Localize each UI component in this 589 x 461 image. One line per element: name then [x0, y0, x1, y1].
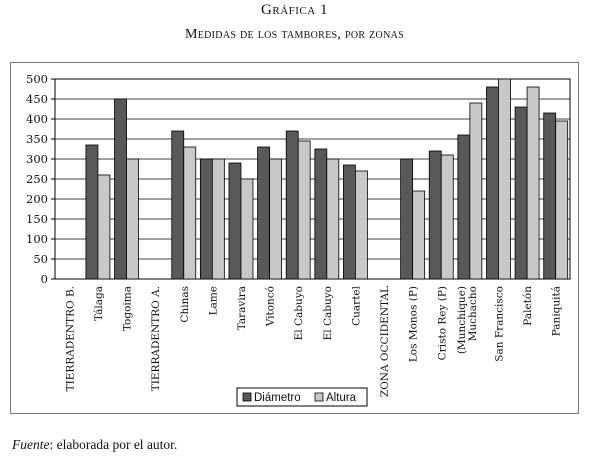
x-tick-label: Chinas	[179, 286, 191, 323]
bar-altura	[555, 120, 569, 280]
bar-diametro	[85, 144, 99, 280]
bar-diametro	[171, 130, 185, 280]
bar-altura	[297, 140, 311, 280]
x-tick-label: (Munchique)	[456, 286, 468, 354]
bar-altura	[97, 174, 111, 280]
source-text: : elaborada por el autor.	[49, 437, 178, 452]
legend-label-altura: Altura	[326, 392, 357, 404]
bar-altura	[240, 178, 254, 280]
bar-diametro	[199, 158, 213, 280]
chart-frame: 0 50 100 150 200 250 300 350 400 450 500 TIERRADENT…	[10, 62, 579, 414]
bar-altura	[355, 170, 368, 280]
bar-diametro	[285, 130, 299, 280]
bar-diametro	[228, 162, 242, 280]
y-tick-label: 300	[26, 152, 48, 166]
x-tick-label: Togoima	[122, 286, 134, 331]
bar-altura	[211, 158, 225, 280]
bar-diametro	[457, 134, 471, 280]
bar-altura	[498, 78, 511, 280]
bar-altura	[469, 102, 483, 280]
x-tick-label: TIERRADENTRO A.	[150, 286, 162, 391]
x-tick-label: Cristo Rey (P)	[436, 286, 448, 360]
legend-box	[236, 387, 368, 407]
y-tick-label: 250	[26, 172, 48, 186]
bar-diametro	[343, 164, 356, 280]
x-tick-label: El Cabuyo	[322, 286, 334, 340]
bar-diametro	[486, 86, 499, 280]
chart-figure-title: Gráfica 1	[261, 2, 328, 18]
x-tick-label: Muchacho	[467, 286, 479, 341]
y-tick-label: 50	[33, 252, 48, 266]
x-tick-label: TIERRADENTRO B.	[64, 286, 76, 391]
x-tick-label: Los Monos (P)	[408, 286, 420, 362]
y-tick-label: 100	[26, 232, 48, 246]
bar-altura	[412, 190, 426, 280]
legend-swatch-altura	[314, 392, 324, 402]
bar-diametro	[400, 158, 414, 280]
y-tick-label: 0	[41, 272, 48, 286]
bar-altura	[526, 86, 540, 280]
bar-altura	[126, 158, 139, 280]
legend-swatch-diametro	[242, 392, 252, 402]
x-tick-label: El Cabuyo	[293, 286, 305, 340]
x-tick-label: San Francisco	[493, 286, 505, 362]
chart-subtitle: Medidas de los tambores, por zonas	[185, 27, 404, 42]
source-note: Fuente: elaborada por el autor.	[12, 437, 177, 453]
bar-chart: 0 50 100 150 200 250 300 350 400 450 500 TIERRADENT…	[26, 72, 571, 407]
y-tick-label: 450	[26, 92, 48, 106]
bar-diametro	[257, 146, 270, 280]
bar-diametro	[428, 150, 442, 280]
x-tick-label: Paniquitá	[551, 286, 563, 336]
bar-diametro	[514, 106, 528, 280]
bar-altura	[326, 158, 340, 280]
x-tick-label: ZONA OCCIDENTAL	[379, 286, 391, 397]
bar-altura	[440, 154, 454, 280]
x-tick-label: Paletón	[522, 286, 534, 326]
y-tick-label: 200	[26, 192, 48, 206]
bar-altura	[269, 158, 282, 280]
x-tick-label: Cuartel	[350, 285, 362, 326]
bar-diametro	[543, 112, 557, 280]
y-tick-label: 400	[26, 112, 48, 126]
y-tick-label: 150	[26, 212, 48, 226]
legend-label-diametro: Diámetro	[254, 392, 301, 404]
x-tick-label: Lame	[207, 286, 219, 315]
bar-diametro	[314, 148, 328, 280]
x-tick-label: Taravira	[236, 286, 248, 330]
y-tick-label: 350	[26, 132, 48, 146]
bar-diametro	[114, 98, 127, 280]
source-label: Fuente	[12, 437, 50, 452]
x-tick-label: Tálaga	[93, 286, 105, 321]
bar-altura	[183, 146, 197, 280]
y-tick-label: 500	[26, 72, 48, 86]
x-tick-label: Vitoncó	[265, 286, 277, 327]
